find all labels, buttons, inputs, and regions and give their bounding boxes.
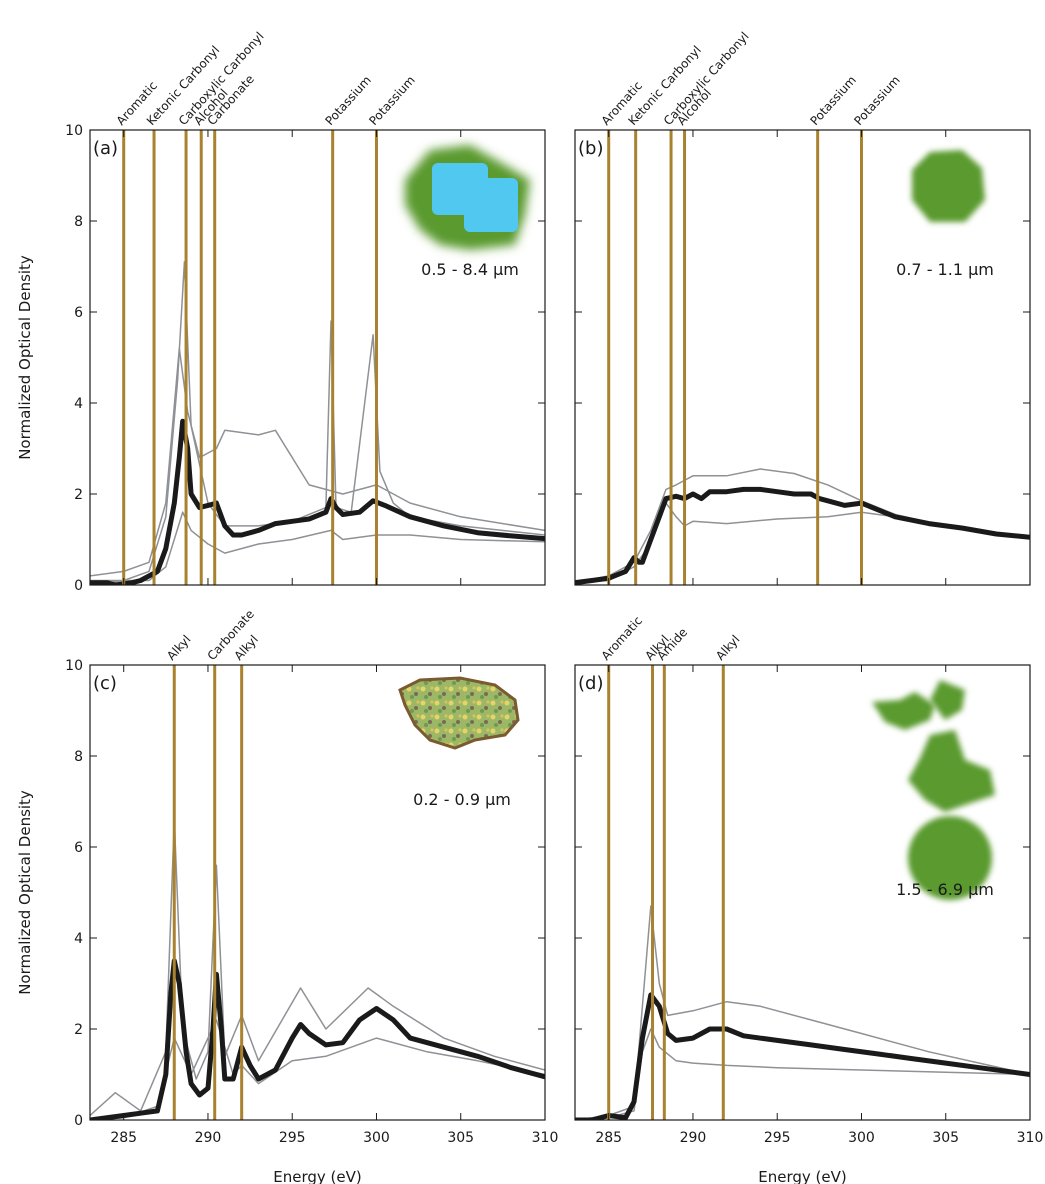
series-group [575, 905, 1030, 1120]
plot-frame [89, 129, 546, 586]
series-group [90, 261, 545, 585]
y-tick-label: 4 [74, 931, 83, 947]
inset-label: 0.5 - 8.4 μm [421, 260, 519, 279]
inset-label: 1.5 - 6.9 μm [896, 880, 994, 899]
y-tick-label: 0 [74, 1113, 83, 1129]
x-tick-label: 290 [195, 1130, 222, 1146]
spectrum-line [90, 818, 545, 1117]
x-tick-label: 285 [110, 1130, 137, 1146]
x-tick-label: 300 [363, 1130, 390, 1146]
reference-label: Alkyl [713, 632, 742, 663]
y-tick-label: 6 [74, 305, 83, 321]
inset-icon [398, 676, 520, 750]
spectrum-line [575, 1028, 1030, 1120]
panel-label: (a) [93, 138, 118, 159]
spectrum-line [575, 502, 1030, 584]
plot-frame [574, 129, 1031, 586]
x-tick-label: 310 [532, 1130, 559, 1146]
inset-label: 0.2 - 0.9 μm [413, 790, 511, 809]
y-tick-label: 2 [74, 1022, 83, 1038]
panel-label: (b) [578, 138, 603, 159]
inset-icon [872, 680, 995, 900]
y-axis-label: Normalized Optical Density [16, 790, 34, 995]
reference-label: Potassium [366, 73, 417, 128]
y-tick-label: 6 [74, 840, 83, 856]
y-axis-label: Normalized Optical Density [16, 255, 34, 460]
series-group [90, 818, 545, 1120]
inset-icon [912, 150, 985, 222]
y-tick-label: 2 [74, 487, 83, 503]
reference-label: Aromatic [599, 614, 645, 663]
inset-label: 0.7 - 1.1 μm [896, 260, 994, 279]
spectrum-line [90, 418, 545, 585]
y-tick-label: 10 [65, 658, 83, 674]
x-tick-label: 300 [848, 1130, 875, 1146]
inset-icon [405, 145, 530, 250]
spectrum-line [90, 958, 545, 1120]
panel-label: (c) [93, 673, 117, 694]
spectrum-line [90, 347, 545, 577]
panel-label: (d) [578, 673, 603, 694]
plot-frame [89, 664, 546, 1121]
y-tick-label: 0 [74, 578, 83, 594]
y-tick-label: 8 [74, 214, 83, 230]
x-tick-label: 290 [680, 1130, 707, 1146]
series-group [575, 468, 1030, 585]
reference-label: Potassium [851, 73, 902, 128]
spectrum-line [575, 905, 1030, 1120]
reference-label: Alkyl [164, 632, 193, 663]
y-tick-label: 8 [74, 749, 83, 765]
x-tick-label: 305 [932, 1130, 959, 1146]
x-axis-label: Energy (eV) [758, 1168, 846, 1184]
spectrum-line [575, 992, 1030, 1120]
spectrum-line [575, 486, 1030, 585]
x-tick-label: 295 [764, 1130, 791, 1146]
y-tick-label: 10 [65, 123, 83, 139]
spectrum-line [90, 511, 545, 585]
x-tick-label: 285 [595, 1130, 622, 1146]
x-tick-label: 295 [279, 1130, 306, 1146]
plot-frame [574, 664, 1031, 1121]
x-tick-label: 305 [447, 1130, 474, 1146]
x-axis-label: Energy (eV) [273, 1168, 361, 1184]
y-tick-label: 4 [74, 396, 83, 412]
x-tick-label: 310 [1017, 1130, 1044, 1146]
